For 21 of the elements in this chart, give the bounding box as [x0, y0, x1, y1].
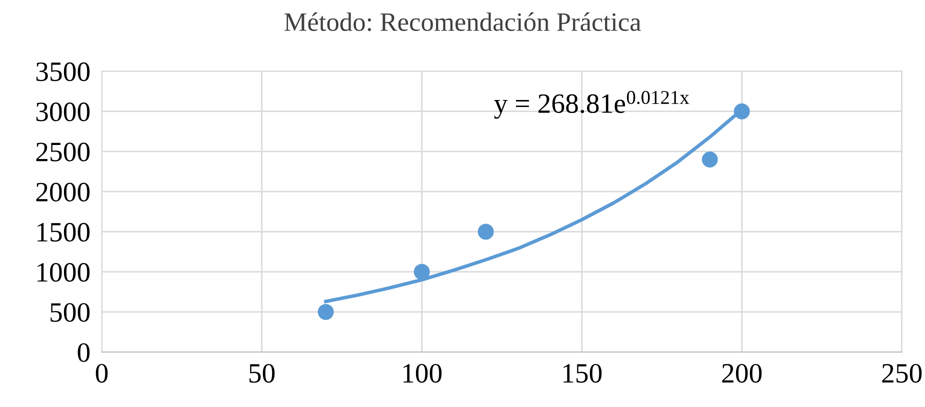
x-tick-label: 150 [563, 364, 602, 383]
y-tick-label: 1500 [38, 222, 90, 242]
y-tick-label: 2500 [36, 142, 90, 162]
y-tick-label: 3500 [36, 62, 90, 82]
point [734, 103, 750, 120]
x-tick-label: 50 [250, 364, 275, 383]
y-tick-label: 500 [50, 303, 90, 322]
point [318, 304, 334, 320]
x-tick-label: 200 [722, 364, 762, 383]
y-tick-label: 2000 [36, 182, 90, 202]
chart-title: Método: Recomendación Práctica [284, 12, 641, 32]
point [414, 264, 430, 280]
annotation: y = 268.81e$^{0.0121x}$ [494, 90, 690, 119]
x-tick-label: 250 [882, 364, 922, 383]
y-tick-label: 3000 [36, 102, 90, 122]
y-tick-label: 0 [78, 343, 90, 362]
y-tick-label: 1000 [38, 262, 90, 282]
x-tick-label: 100 [403, 364, 442, 383]
x-tick-label: 0 [96, 364, 108, 383]
point [478, 224, 494, 240]
point [702, 152, 718, 168]
